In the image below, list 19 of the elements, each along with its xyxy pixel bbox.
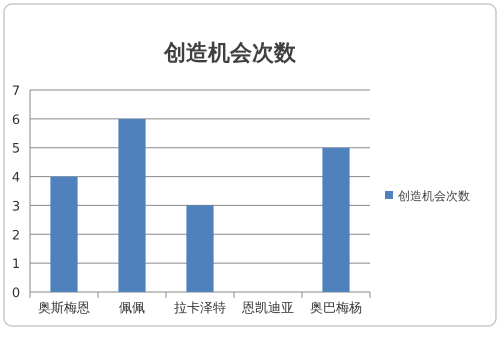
y-tick-label: 2 [12, 228, 20, 244]
y-tick-label: 1 [12, 257, 20, 272]
chart-title: 创造机会次数 [163, 41, 297, 66]
bar [118, 118, 146, 292]
x-tick-label: 恩凯迪亚 [241, 301, 294, 316]
y-tick-label: 4 [12, 170, 20, 186]
y-tick-label: 6 [12, 112, 20, 128]
y-tick-label: 3 [12, 199, 20, 214]
x-tick-label: 拉卡泽特 [174, 301, 226, 316]
bar [50, 176, 78, 292]
y-tick-label: 5 [12, 142, 20, 157]
bar [322, 148, 350, 292]
x-tick-label: 奥斯梅恩 [38, 301, 90, 316]
legend-label: 创造机会次数 [398, 189, 470, 203]
y-tick-label: 0 [12, 286, 20, 301]
y-tick-label: 7 [12, 84, 20, 99]
bar [186, 205, 214, 292]
x-tick-label: 奥巴梅杨 [310, 301, 362, 316]
x-tick-label: 佩佩 [119, 301, 145, 316]
